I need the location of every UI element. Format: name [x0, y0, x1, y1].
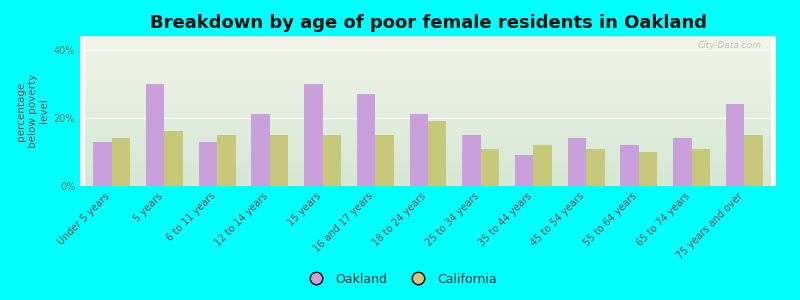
- Title: Breakdown by age of poor female residents in Oakland: Breakdown by age of poor female resident…: [150, 14, 706, 32]
- Bar: [164, 131, 183, 186]
- Bar: [515, 155, 534, 186]
- Legend: Oakland, California: Oakland, California: [298, 268, 502, 291]
- Bar: [357, 94, 375, 186]
- Bar: [639, 152, 658, 186]
- Bar: [481, 148, 499, 186]
- Text: City-Data.com: City-Data.com: [698, 40, 762, 50]
- Bar: [673, 138, 692, 186]
- Bar: [568, 138, 586, 186]
- Bar: [744, 135, 763, 186]
- Bar: [586, 148, 605, 186]
- Bar: [428, 121, 446, 186]
- Bar: [270, 135, 288, 186]
- Bar: [621, 145, 639, 186]
- Bar: [198, 142, 217, 186]
- Bar: [304, 84, 322, 186]
- Bar: [534, 145, 552, 186]
- Bar: [726, 104, 744, 186]
- Bar: [375, 135, 394, 186]
- Bar: [217, 135, 235, 186]
- Bar: [462, 135, 481, 186]
- Bar: [112, 138, 130, 186]
- Bar: [322, 135, 341, 186]
- Bar: [93, 142, 112, 186]
- Bar: [410, 114, 428, 186]
- Bar: [692, 148, 710, 186]
- Y-axis label: percentage
below poverty
level: percentage below poverty level: [16, 74, 50, 148]
- Bar: [146, 84, 164, 186]
- Bar: [251, 114, 270, 186]
